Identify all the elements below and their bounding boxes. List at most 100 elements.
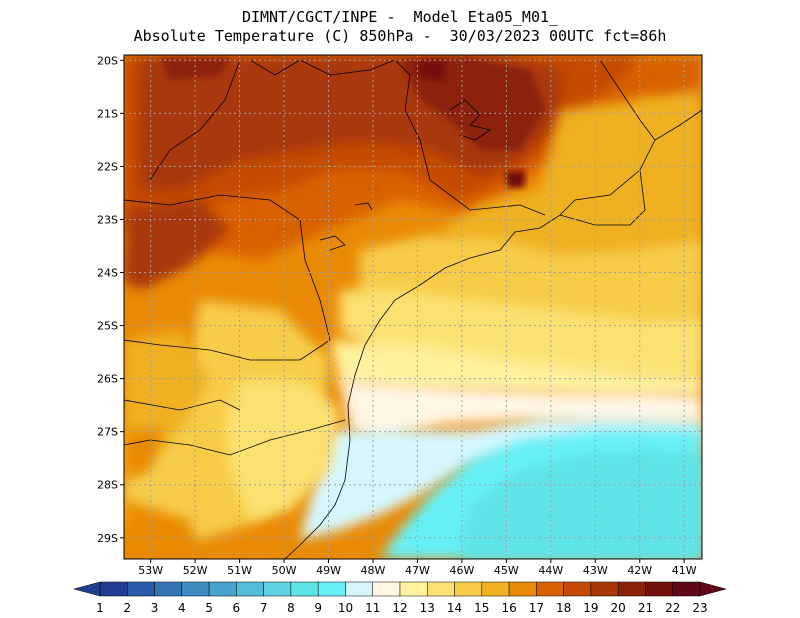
colorbar-label: 14 xyxy=(447,601,462,615)
colorbar-swatch xyxy=(563,581,592,597)
colorbar-label: 2 xyxy=(123,601,131,615)
reservoir-furnas xyxy=(449,99,491,141)
colorbar-label: 13 xyxy=(420,601,435,615)
lat-label: 22S xyxy=(97,160,118,173)
lat-label: 24S xyxy=(97,267,118,280)
title-line-2: Absolute Temperature (C) 850hPa - 30/03/… xyxy=(133,27,667,45)
colorbar-label: 5 xyxy=(205,601,213,615)
field-level-20-nw xyxy=(160,58,230,80)
temperature-field xyxy=(124,55,702,559)
field-level-21-coast xyxy=(505,170,525,188)
lon-label: 51W xyxy=(227,564,252,577)
border-pr-sp xyxy=(124,194,331,341)
title-line-1: DIMNT/CGCT/INPE - Model Eta05_M01_ xyxy=(241,8,559,26)
colorbar-swatch xyxy=(645,581,673,597)
lat-label: 23S xyxy=(97,213,118,226)
border-west xyxy=(124,399,241,411)
field-level-13-sw xyxy=(225,380,340,520)
colorbar-swatch xyxy=(427,581,455,597)
lon-label: 46W xyxy=(449,564,474,577)
colorbar-swatch xyxy=(154,581,183,597)
colorbar-swatch xyxy=(372,581,401,597)
colorbar-label: 18 xyxy=(556,601,571,615)
lon-label: 50W xyxy=(272,564,297,577)
colorbar-swatch xyxy=(672,581,701,597)
colorbar-swatch xyxy=(536,581,564,597)
colorbar-high-arrow xyxy=(699,581,727,597)
lon-label: 47W xyxy=(405,564,430,577)
lat-label: 26S xyxy=(97,373,118,386)
gridlines xyxy=(124,55,702,559)
field-level-12 xyxy=(330,340,702,395)
colorbar: 1 2 3 4 5 6 7 8 9 10 11 12 13 14 15 16 17 18 19 20 21 22 23 xyxy=(73,581,727,615)
field-level-16-s xyxy=(124,500,200,559)
colorbar-label: 9 xyxy=(314,601,322,615)
colorbar-label: 3 xyxy=(151,601,159,615)
colorbar-swatch xyxy=(617,581,646,597)
colorbar-low-arrow xyxy=(73,581,101,597)
colorbar-label: 12 xyxy=(392,601,407,615)
colorbar-swatch xyxy=(99,581,128,597)
colorbar-swatch xyxy=(208,581,237,597)
colorbar-label: 17 xyxy=(529,601,544,615)
lon-label: 43W xyxy=(583,564,608,577)
lat-label: 21S xyxy=(97,107,118,120)
colorbar-label: 23 xyxy=(692,601,707,615)
colorbar-label: 20 xyxy=(611,601,626,615)
colorbar-label: 11 xyxy=(365,601,380,615)
border-pr-sc xyxy=(124,339,331,361)
field-level-21 xyxy=(415,60,445,80)
colorbar-label: 22 xyxy=(665,601,680,615)
colorbar-swatch xyxy=(454,581,483,597)
colorbar-label: 10 xyxy=(338,601,353,615)
colorbar-swatch xyxy=(236,581,264,597)
field-level-16-sw xyxy=(124,430,165,480)
colorbar-swatch xyxy=(481,581,510,597)
colorbar-label: 7 xyxy=(260,601,268,615)
colorbar-swatch xyxy=(590,581,619,597)
colorbar-label: 16 xyxy=(501,601,516,615)
lat-label: 29S xyxy=(97,532,118,545)
lat-label: 27S xyxy=(97,426,118,439)
lon-label: 41W xyxy=(672,564,697,577)
colorbar-swatch xyxy=(181,581,210,597)
colorbar-swatch xyxy=(508,581,537,597)
border-mg-es xyxy=(599,59,656,141)
lat-label: 25S xyxy=(97,320,118,333)
longitude-labels: 53W 52W 51W 50W 49W 48W 47W 46W 45W 44W 43W 42W 41W xyxy=(138,559,697,577)
lat-label: 20S xyxy=(97,54,118,67)
reservoir-tiete xyxy=(354,202,373,211)
plot-frame xyxy=(123,54,703,560)
colorbar-label: 19 xyxy=(583,601,598,615)
border-rj-mg xyxy=(559,169,641,216)
lon-label: 49W xyxy=(316,564,341,577)
colorbar-swatch xyxy=(290,581,319,597)
colorbar-label: 8 xyxy=(287,601,295,615)
lon-label: 42W xyxy=(627,564,652,577)
lon-label: 53W xyxy=(138,564,163,577)
field-level-19-west xyxy=(124,200,230,290)
lon-label: 44W xyxy=(538,564,563,577)
field-level-8 xyxy=(460,450,702,559)
colorbar-label: 1 xyxy=(96,601,104,615)
colorbar-swatch xyxy=(345,581,373,597)
border-sc-rs xyxy=(124,419,346,456)
latitude-labels: 20S 21S 22S 23S 24S 25S 26S 27S 28S 29S xyxy=(97,54,124,545)
field-level-20 xyxy=(400,58,545,150)
colorbar-label: 6 xyxy=(233,601,241,615)
colorbar-swatch xyxy=(399,581,428,597)
lon-label: 48W xyxy=(361,564,386,577)
reservoir-sp xyxy=(319,235,346,251)
colorbar-label: 4 xyxy=(178,601,186,615)
lat-label: 28S xyxy=(97,479,118,492)
colorbar-swatch xyxy=(127,581,155,597)
colorbar-swatch xyxy=(317,581,346,597)
lon-label: 45W xyxy=(494,564,519,577)
colorbar-label: 21 xyxy=(638,601,653,615)
colorbar-swatch xyxy=(263,581,292,597)
lon-label: 52W xyxy=(183,564,208,577)
coastline xyxy=(284,109,702,559)
border-ms xyxy=(149,59,241,181)
colorbar-label: 15 xyxy=(474,601,489,615)
